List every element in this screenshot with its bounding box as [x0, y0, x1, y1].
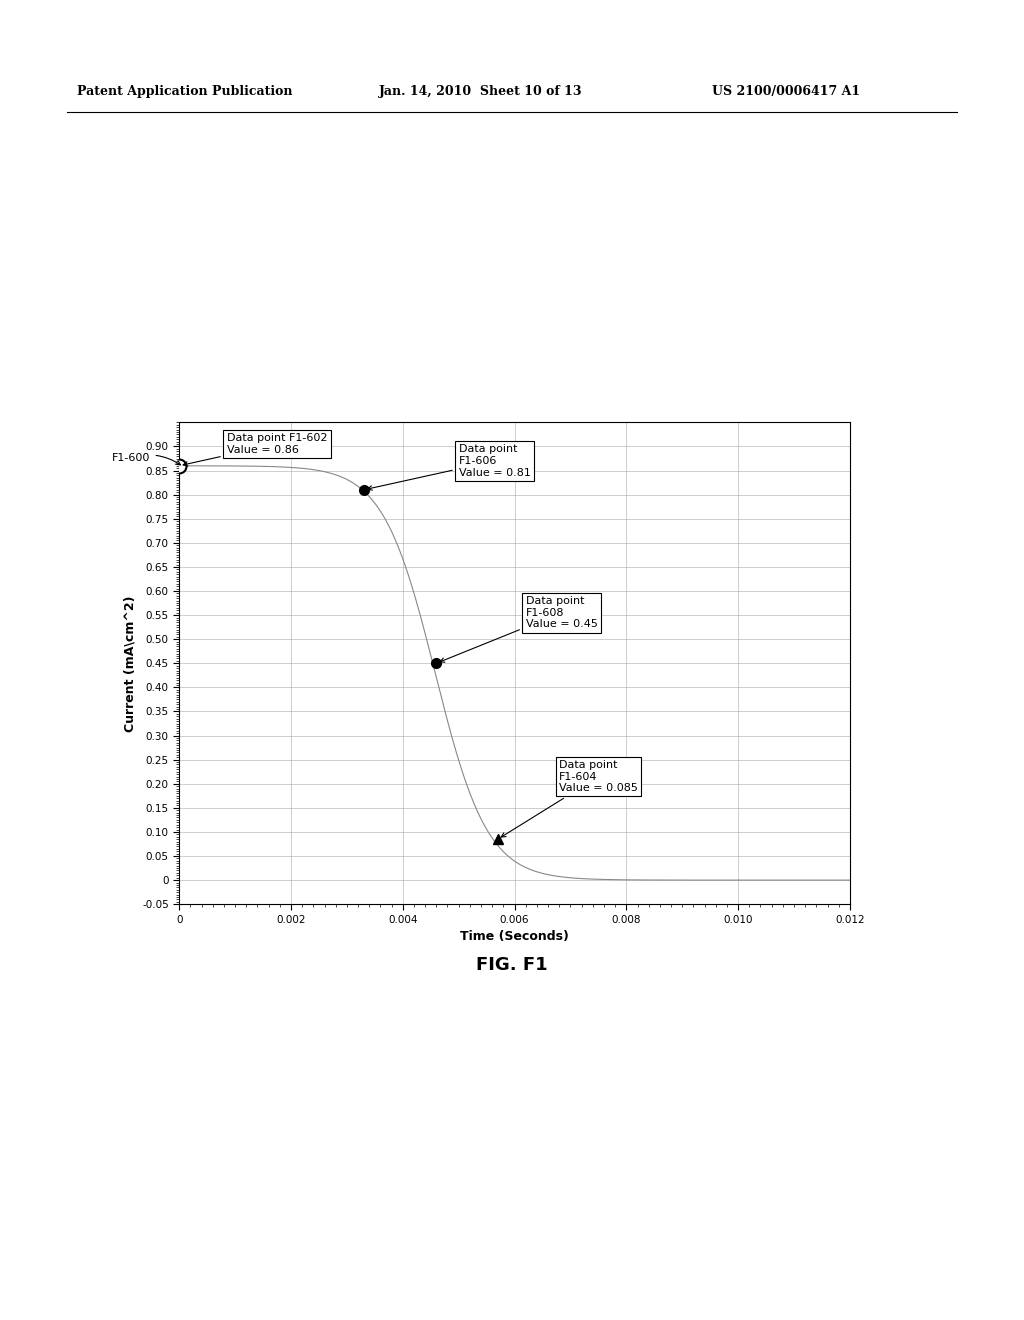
Y-axis label: Current (mA\cm^2): Current (mA\cm^2) [124, 595, 136, 731]
Text: Data point
F1-608
Value = 0.45: Data point F1-608 Value = 0.45 [440, 597, 598, 663]
Text: Jan. 14, 2010  Sheet 10 of 13: Jan. 14, 2010 Sheet 10 of 13 [379, 84, 583, 98]
Text: F1-600: F1-600 [112, 453, 180, 465]
Text: US 2100/0006417 A1: US 2100/0006417 A1 [712, 84, 860, 98]
Text: Data point F1-602
Value = 0.86: Data point F1-602 Value = 0.86 [183, 433, 328, 466]
Text: FIG. F1: FIG. F1 [476, 956, 548, 974]
X-axis label: Time (Seconds): Time (Seconds) [460, 931, 569, 944]
Text: Patent Application Publication: Patent Application Publication [77, 84, 292, 98]
Text: Data point
F1-604
Value = 0.085: Data point F1-604 Value = 0.085 [501, 760, 638, 837]
Text: Data point
F1-606
Value = 0.81: Data point F1-606 Value = 0.81 [368, 445, 530, 490]
